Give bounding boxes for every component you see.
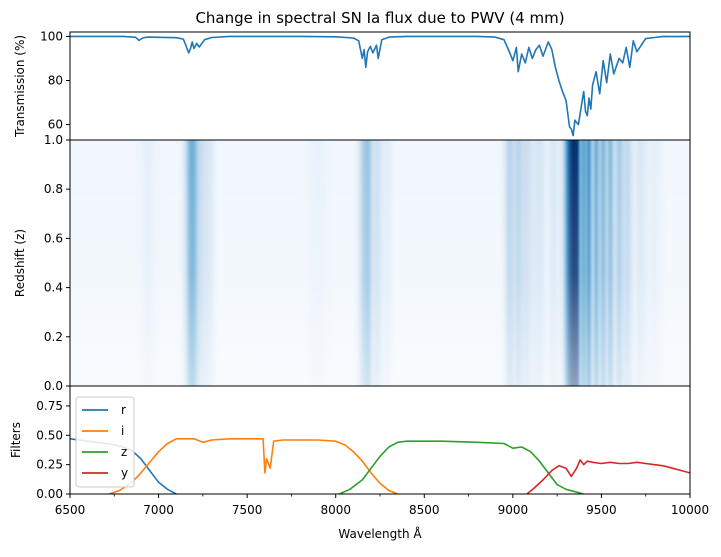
filters-ylabel: Filters: [9, 422, 23, 458]
filters-ytick-label: 0.50: [36, 428, 63, 442]
transmission-ytick-label: 100: [40, 29, 63, 43]
legend-box: [75, 396, 135, 488]
redshift-ytick-label: 0.2: [44, 330, 63, 344]
filters-frame: [69, 385, 691, 495]
transmission-ylabel: Transmission (%): [13, 35, 27, 138]
filters-ytick-label: 0.75: [36, 399, 63, 413]
wavelength-xtick-label: 8000: [320, 503, 351, 517]
wavelength-xtick-label: 7000: [143, 503, 174, 517]
legend-label-y: y: [121, 466, 128, 480]
wavelength-xtick-label: 7500: [232, 503, 263, 517]
filter-curve-y: [526, 459, 690, 494]
wavelength-xtick-label: 10000: [671, 503, 709, 517]
wavelength-xtick-label: 9000: [498, 503, 529, 517]
wavelength-xtick-label: 6500: [55, 503, 86, 517]
wavelength-xtick-label: 8500: [409, 503, 440, 517]
transmission-line: [70, 35, 690, 137]
legend-label-z: z: [121, 445, 127, 459]
redshift-ytick-label: 0.8: [44, 182, 63, 196]
legend-label-r: r: [121, 403, 126, 417]
filter-curve-z: [338, 440, 584, 494]
filters-ytick-label: 0.25: [36, 458, 63, 472]
filters-ytick-label: 0.00: [36, 487, 63, 501]
redshift-panel: 0.0 0.2 0.4 0.6 0.8 1.0 Redshift (z): [13, 133, 691, 393]
filter-curve-i: [108, 438, 398, 494]
transmission-ytick-label: 60: [48, 118, 63, 132]
redshift-ytick-label: 0.6: [44, 231, 63, 245]
redshift-ytick-label: 1.0: [44, 133, 63, 147]
redshift-ytick-label: 0.0: [44, 379, 63, 393]
filters-panel: 0.00 0.25 0.50 0.75 6500 7000 7500 8000 8500 9000…: [9, 385, 709, 541]
heatmap-redshift-fade: [70, 140, 690, 386]
transmission-ytick-label: 80: [48, 73, 63, 87]
redshift-ytick-label: 0.4: [44, 281, 63, 295]
legend-label-i: i: [121, 424, 124, 438]
transmission-panel: 60 80 100 Transmission (%): [13, 29, 691, 141]
wavelength-xtick-label: 9500: [586, 503, 617, 517]
redshift-ylabel: Redshift (z): [13, 229, 27, 297]
chart-title: Change in spectral SN Ia flux due to PWV…: [195, 9, 564, 27]
wavelength-xlabel: Wavelength Å: [338, 526, 422, 541]
